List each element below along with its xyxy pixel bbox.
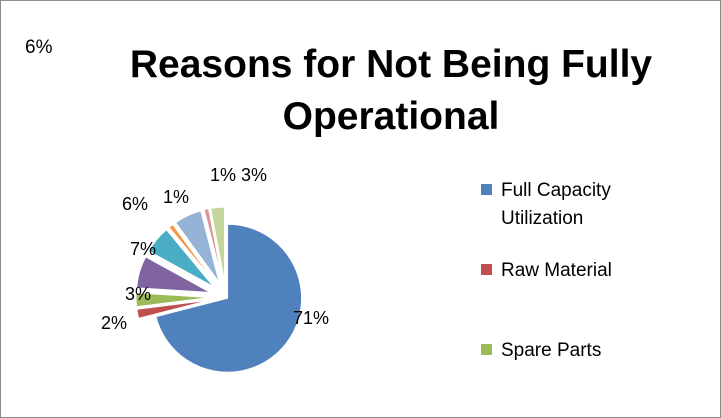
pie-slice bbox=[174, 210, 220, 283]
pie-slice bbox=[136, 256, 211, 294]
pie-data-label: 2% bbox=[101, 313, 127, 333]
pie-slice bbox=[155, 223, 303, 373]
legend-label: Full Capacity Utilization bbox=[501, 180, 611, 229]
pie-data-label: 7% bbox=[130, 239, 156, 259]
legend-swatch bbox=[481, 264, 492, 275]
pie-data-label: 3% bbox=[241, 165, 267, 185]
pie-slice bbox=[210, 206, 225, 282]
pie-data-label: 3% bbox=[125, 284, 151, 304]
pie-slice bbox=[148, 229, 215, 288]
pie-slice bbox=[203, 208, 224, 282]
legend-swatch bbox=[481, 344, 492, 355]
legend-label: Raw Material bbox=[501, 260, 612, 281]
pie-data-label: 6% bbox=[122, 194, 148, 214]
legend-label: Spare Parts bbox=[501, 340, 602, 361]
pie-slice bbox=[136, 299, 211, 320]
corner-note: 6% bbox=[25, 37, 53, 58]
legend-swatch bbox=[481, 184, 492, 195]
pie-data-label: 71% bbox=[293, 308, 329, 328]
pie-data-label: 1% bbox=[210, 165, 236, 185]
chart-title-line-2: Operational bbox=[282, 95, 500, 138]
pie-data-label: 1% bbox=[163, 187, 189, 207]
pie-slice bbox=[135, 292, 211, 308]
chart-title: Reasons for Not Being Fully Operational bbox=[71, 39, 711, 143]
chart-title-line-1: Reasons for Not Being Fully bbox=[129, 43, 653, 86]
pie-slice bbox=[168, 223, 217, 285]
